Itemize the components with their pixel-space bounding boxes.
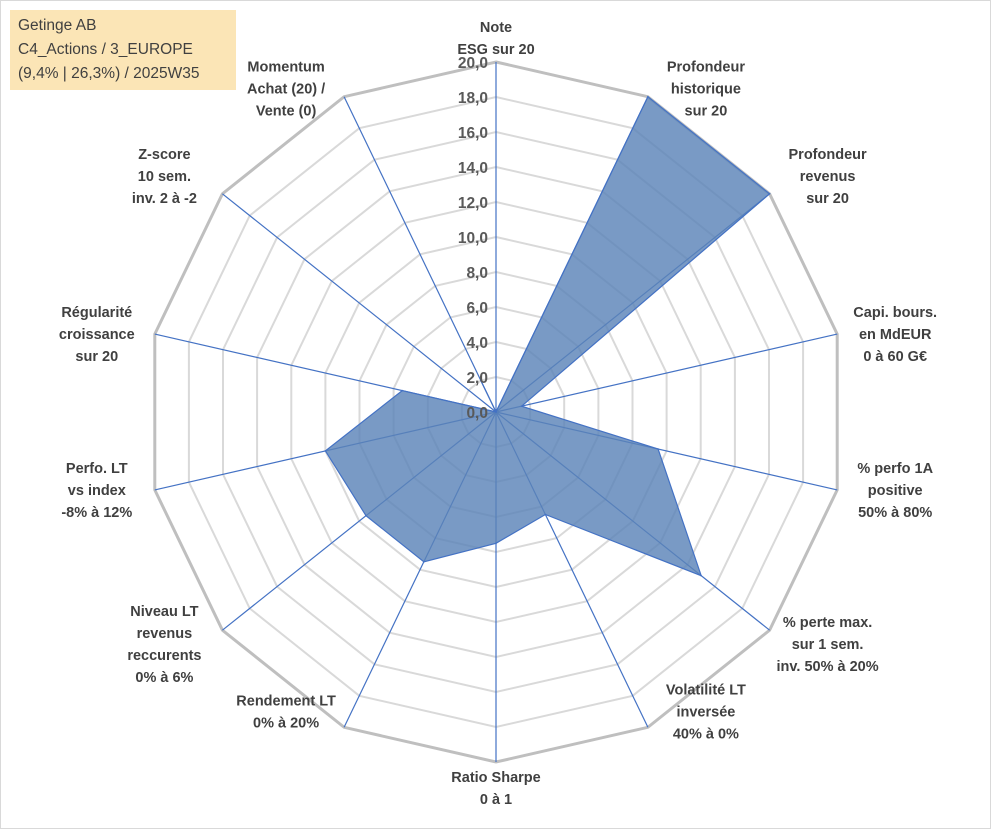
axis-label-3: Capi. bours. en MdEUR 0 à 60 G€ — [853, 305, 937, 365]
series-point-11 — [401, 389, 404, 392]
axis-spoke-12 — [222, 193, 497, 413]
radar-tick-labels: 0,0 2,0 4,0 6,0 8,0 10,0 12,0 14,0 16,0 18,0 20,0 — [458, 55, 488, 422]
axis-label-6: Volatilité LT inversée 40% à 0% — [666, 682, 746, 742]
tick-label: 10,0 — [458, 230, 488, 247]
series-area — [324, 95, 771, 577]
tick-label: 8,0 — [466, 265, 488, 282]
tick-label: 0,0 — [466, 405, 488, 422]
series-point-3 — [520, 405, 523, 408]
series-point-10 — [324, 450, 327, 452]
radar-series — [324, 95, 771, 577]
tick-label: 4,0 — [466, 335, 488, 352]
info-line-category: C4_Actions / 3_EUROPE — [18, 41, 193, 58]
tick-label: 2,0 — [466, 370, 488, 387]
series-point-8 — [423, 561, 425, 563]
info-line-company: Getinge AB — [18, 17, 97, 34]
axis-label-9: Niveau LT revenus reccurents 0% à 6% — [127, 604, 201, 686]
axis-label-1: Profondeur historique sur 20 — [667, 60, 745, 120]
tick-label: 12,0 — [458, 195, 488, 212]
axis-label-10: Perfo. LT vs index -8% à 12% — [61, 461, 132, 521]
series-point-4 — [657, 448, 659, 450]
axis-label-11: Régularité croissance sur 20 — [59, 305, 135, 365]
series-point-5 — [700, 574, 702, 577]
axis-label-4: % perfo 1A positive 50% à 80% — [857, 461, 933, 521]
series-point-6 — [544, 513, 547, 516]
axis-label-13: Momentum Achat (20) / Vente (0) — [247, 60, 325, 120]
series-point-9 — [365, 514, 367, 517]
chart-info-box: Getinge AB C4_Actions / 3_EUROPE (9,4% |… — [10, 10, 236, 90]
tick-label: 14,0 — [458, 160, 488, 177]
axis-spoke-3 — [495, 333, 838, 413]
series-point-7 — [495, 542, 497, 545]
axis-label-2: Profondeur revenus sur 20 — [789, 147, 867, 207]
series-point-2 — [768, 193, 771, 195]
tick-label: 16,0 — [458, 125, 488, 142]
radar-axis-labels: Note ESG sur 20 Profondeur historique sur 20… — [59, 20, 937, 808]
tick-label: 20,0 — [458, 55, 488, 72]
axis-label-12: Z-score 10 sem. inv. 2 à -2 — [132, 147, 197, 207]
info-line-stats: (9,4% | 26,3%) / 2025W35 — [18, 65, 200, 82]
axis-label-8: Rendement LT 0% à 20% — [236, 693, 336, 731]
series-point-13 — [480, 379, 482, 382]
axis-label-0: Note ESG sur 20 — [457, 20, 534, 58]
tick-label: 6,0 — [466, 300, 488, 317]
tick-label: 18,0 — [458, 90, 488, 107]
series-point-12 — [495, 411, 497, 413]
axis-label-5: % perte max. sur 1 sem. inv. 50% à 20% — [777, 615, 879, 675]
axis-label-7: Ratio Sharpe 0 à 1 — [451, 770, 540, 808]
series-point-1 — [647, 95, 649, 98]
axis-spoke-13 — [343, 96, 497, 413]
